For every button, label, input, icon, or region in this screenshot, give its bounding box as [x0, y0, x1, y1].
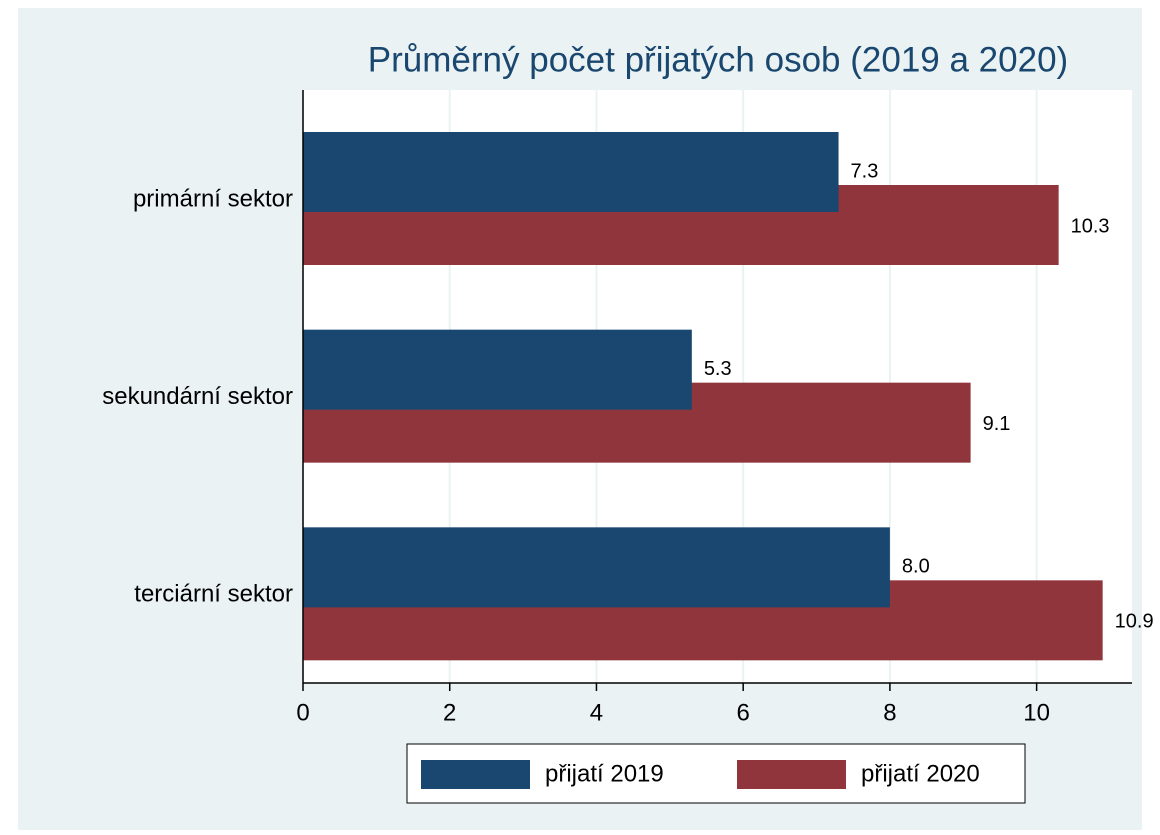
- legend-label: přijatí 2019: [545, 760, 664, 787]
- y-tick-label: primární sektor: [133, 185, 293, 212]
- legend-swatch: [737, 760, 846, 789]
- x-tick-label: 0: [296, 699, 309, 726]
- bar: [303, 329, 692, 410]
- axes: 0 2 4 6 8 10 primární sektor sekundární sektor t…: [102, 90, 1132, 726]
- chart-title: Průměrný počet přijatých osob (2019 a 20…: [368, 40, 1068, 79]
- bars: 10.3 7.3 9.1 5.3 10.9 8.0: [303, 132, 1154, 661]
- legend-items: přijatí 2019 přijatí 2020: [421, 760, 980, 789]
- x-tick-label: 6: [736, 699, 749, 726]
- y-tick-label: sekundární sektor: [102, 383, 293, 410]
- x-tick-label: 2: [443, 699, 456, 726]
- legend-label: přijatí 2020: [861, 760, 980, 787]
- data-label: 10.9: [1115, 611, 1154, 633]
- data-label: 5.3: [704, 358, 732, 380]
- x-tick-label: 4: [590, 699, 603, 726]
- x-tick-label: 8: [883, 699, 896, 726]
- bar: [303, 527, 890, 608]
- x-tick-label: 10: [1023, 699, 1050, 726]
- data-label: 9.1: [983, 413, 1011, 435]
- data-label: 8.0: [902, 556, 930, 578]
- data-label: 10.3: [1071, 215, 1110, 237]
- legend-swatch: [421, 760, 530, 789]
- y-tick-label: terciární sektor: [134, 581, 293, 608]
- bar: [303, 132, 839, 212]
- data-label: 7.3: [851, 160, 879, 182]
